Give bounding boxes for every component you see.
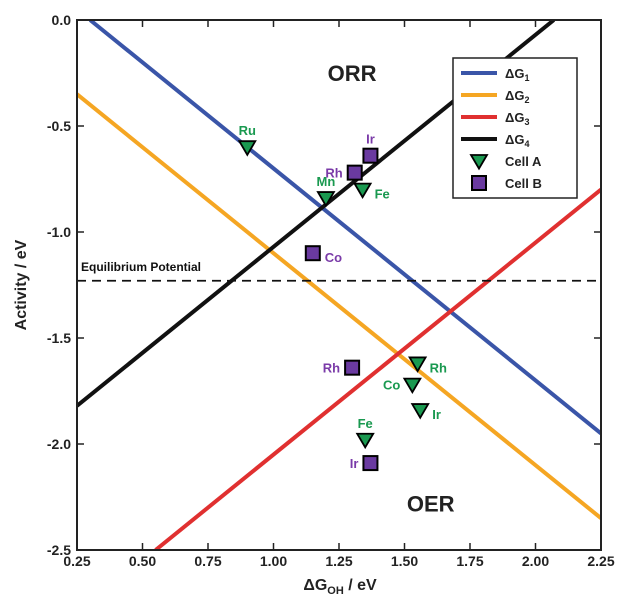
y-tick-label: -2.0 — [47, 436, 71, 452]
data-point-ir — [362, 147, 379, 164]
x-tick-label: 1.50 — [391, 553, 418, 569]
legend-marker — [471, 175, 487, 191]
x-axis-title-main: ΔG — [303, 577, 327, 594]
legend-box — [452, 57, 578, 199]
data-point-ir — [362, 455, 379, 472]
data-point-fe — [353, 182, 373, 199]
legend-label-sub: 2 — [524, 95, 529, 105]
data-point-ir — [410, 403, 430, 420]
x-tick-label: 2.00 — [522, 553, 549, 569]
legend-label-sub: 1 — [524, 73, 529, 83]
x-tick-label: 2.25 — [587, 553, 614, 569]
equilibrium-label: Equilibrium Potential — [81, 260, 201, 274]
legend-label-sub: 4 — [524, 139, 529, 149]
data-point-label: Co — [383, 378, 400, 393]
series-line-1 — [88, 20, 601, 435]
legend-label: ΔG3 — [505, 110, 529, 127]
data-point-label: Rh — [325, 166, 342, 181]
data-point-label: Ir — [350, 456, 359, 471]
reference-layer: Equilibrium Potential — [77, 260, 601, 282]
data-point-label: Ru — [239, 123, 256, 138]
data-point-label: Fe — [358, 416, 373, 431]
legend-marker — [469, 154, 489, 171]
data-point-rh — [346, 164, 363, 181]
data-point-label: Fe — [375, 187, 390, 202]
legend-label-main: ΔG — [505, 88, 524, 103]
y-tick-label: 0.0 — [52, 12, 72, 28]
x-tick-label: 1.75 — [456, 553, 483, 569]
legend-label-main: ΔG — [505, 66, 524, 81]
x-axis-title-suffix: / eV — [344, 577, 377, 594]
legend-label-main: ΔG — [505, 110, 524, 125]
x-tick-label: 1.00 — [260, 553, 287, 569]
legend-label: ΔG1 — [505, 66, 529, 83]
region-label-orr: ORR — [328, 61, 377, 86]
legend-label: ΔG4 — [505, 132, 529, 149]
data-point-label: Co — [325, 250, 342, 265]
y-tick-label: -1.0 — [47, 224, 71, 240]
points-layer: Ru Mn Fe Rh Co Ir Fe Ir Rh Co Rh Ir — [237, 123, 447, 472]
data-point-label: Ir — [366, 132, 375, 147]
data-point-co — [402, 377, 422, 395]
x-tick-label: 0.25 — [63, 553, 90, 569]
y-axis-title: Activity / eV — [13, 239, 30, 330]
data-point-rh — [344, 359, 361, 376]
ticks-layer: 0.25 0.50 0.75 1.00 1.25 1.50 1.75 2.00 2.25 0.0 -… — [47, 12, 615, 569]
data-point-label: Rh — [430, 360, 447, 375]
data-point-mn — [316, 191, 336, 208]
y-tick-label: -1.5 — [47, 330, 71, 346]
data-point-label: Ir — [432, 407, 441, 422]
legend-label: Cell A — [505, 154, 542, 169]
legend-label-sub: 3 — [524, 117, 529, 127]
x-axis-title: ΔGOH / eV — [303, 577, 377, 594]
x-tick-label: 0.50 — [129, 553, 156, 569]
series-line-2 — [77, 92, 601, 520]
data-point-label: Rh — [323, 361, 340, 376]
x-tick-label: 1.25 — [325, 553, 352, 569]
data-point-label: Mn — [317, 174, 336, 189]
x-axis-title-sub: OH — [327, 585, 344, 594]
legend-label: Cell B — [505, 176, 542, 191]
legend-label-main: ΔG — [505, 132, 524, 147]
data-point-fe — [355, 432, 375, 450]
data-point-rh — [408, 356, 428, 373]
labels-layer: ORR OER — [328, 61, 455, 516]
y-tick-label: -2.5 — [47, 542, 71, 558]
legend-label: ΔG2 — [505, 88, 529, 105]
region-label-oer: OER — [407, 491, 455, 516]
data-point-ru — [237, 140, 257, 157]
x-tick-label: 0.75 — [194, 553, 221, 569]
data-point-co — [304, 245, 321, 262]
series-line-3 — [154, 188, 601, 550]
y-tick-label: -0.5 — [47, 118, 71, 134]
